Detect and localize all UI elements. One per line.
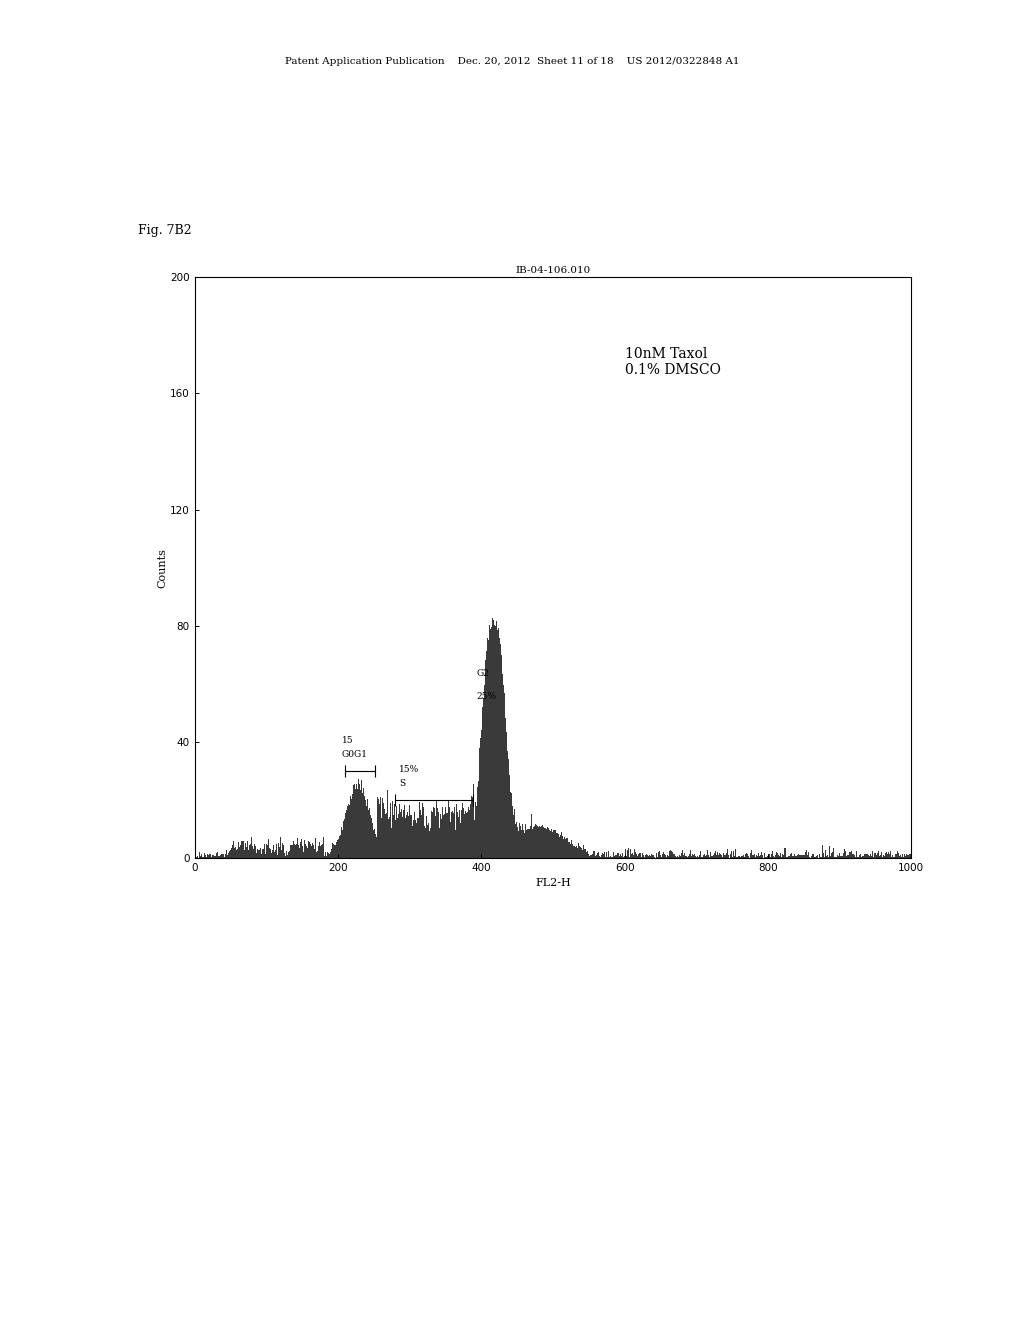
X-axis label: FL2-H: FL2-H: [536, 878, 570, 888]
Text: Patent Application Publication    Dec. 20, 2012  Sheet 11 of 18    US 2012/03228: Patent Application Publication Dec. 20, …: [285, 57, 739, 66]
Text: 15: 15: [342, 735, 353, 744]
Text: G0G1: G0G1: [342, 750, 368, 759]
Text: 25%: 25%: [476, 693, 497, 701]
Y-axis label: Counts: Counts: [157, 548, 167, 587]
Text: S: S: [399, 779, 404, 788]
Text: Fig. 7B2: Fig. 7B2: [138, 224, 191, 238]
Text: 15%: 15%: [399, 764, 419, 774]
Text: G2: G2: [476, 669, 489, 678]
Title: IB-04-106.010: IB-04-106.010: [515, 267, 591, 275]
Text: 10nM Taxol
0.1% DMSCO: 10nM Taxol 0.1% DMSCO: [625, 347, 721, 378]
